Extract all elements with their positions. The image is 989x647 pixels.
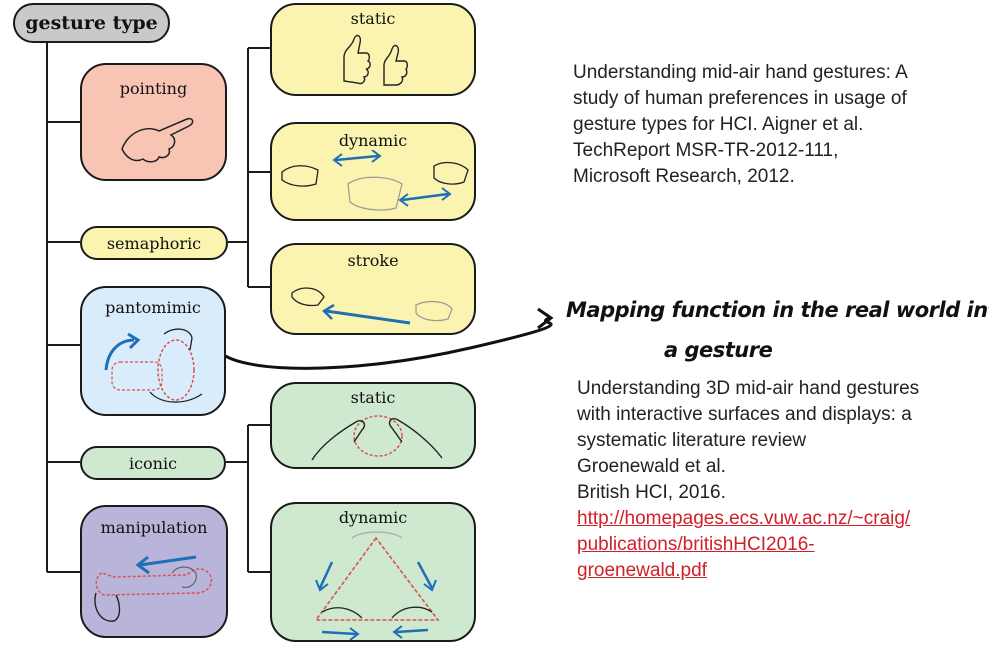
manipulation-hands-icon [94,555,213,622]
pointing-node: pointing [80,63,227,181]
paper-link[interactable]: publications/britishHCI2016- [577,534,815,555]
semaphoric-stroke-label: stroke [347,251,399,270]
root-node: gesture type [13,3,170,43]
handwritten-annotation-line1: Mapping function in the real world into [566,298,989,322]
paper-link[interactable]: groenewald.pdf [577,560,707,581]
pantomimic-node: pantomimic [80,286,226,416]
semaphoric-dynamic-node: dynamic [270,122,476,221]
iconic-dynamic-node: dynamic [270,502,476,642]
pantomimic-label: pantomimic [105,298,201,317]
semaphoric-node: semaphoric [80,226,228,260]
stroke-hands-icon [291,287,453,325]
reference-line: study of human preferences in usage of [573,88,907,109]
triangle-gesture-icon [314,531,440,640]
reference-aigner: Understanding mid-air hand gestures: A s… [573,60,908,190]
annotation-arrow [216,316,553,370]
reference-line: Groenewald et al. [577,456,726,477]
reference-line: with interactive surfaces and displays: … [577,404,912,425]
pantomimic-hands-icon [104,328,203,403]
handwritten-annotation-line2: a gesture [664,338,773,362]
reference-line: Understanding mid-air hand gestures: A [573,62,908,83]
reference-line: TechReport MSR-TR-2012-111, [573,140,839,161]
pointing-hand-icon [121,117,194,163]
iconic-dynamic-label: dynamic [338,508,408,527]
iconic-static-node: static [270,382,476,469]
paper-link[interactable]: http://homepages.ecs.vuw.ac.nz/~craig/ [577,508,911,529]
iconic-static-label: static [350,388,396,407]
semaphoric-static-node: static [270,3,476,96]
semaphoric-static-label: static [350,9,396,28]
semaphoric-dynamic-label: dynamic [338,131,408,150]
thumbs-up-icon [343,34,409,86]
waving-hands-icon [281,150,469,211]
iconic-static-hands-icon [311,415,443,461]
reference-groenewald: Understanding 3D mid-air hand gestures w… [577,376,919,584]
reference-line: Microsoft Research, 2012. [573,166,795,187]
manipulation-label: manipulation [100,518,208,537]
reference-line: Understanding 3D mid-air hand gestures [577,378,920,399]
semaphoric-stroke-node: stroke [270,243,476,335]
iconic-node: iconic [80,446,226,480]
reference-line: gesture types for HCI. Aigner et al. [573,114,864,135]
manipulation-node: manipulation [80,505,228,638]
reference-line: British HCI, 2016. [577,482,726,503]
reference-line: systematic literature review [577,430,807,451]
pointing-label: pointing [119,79,188,98]
